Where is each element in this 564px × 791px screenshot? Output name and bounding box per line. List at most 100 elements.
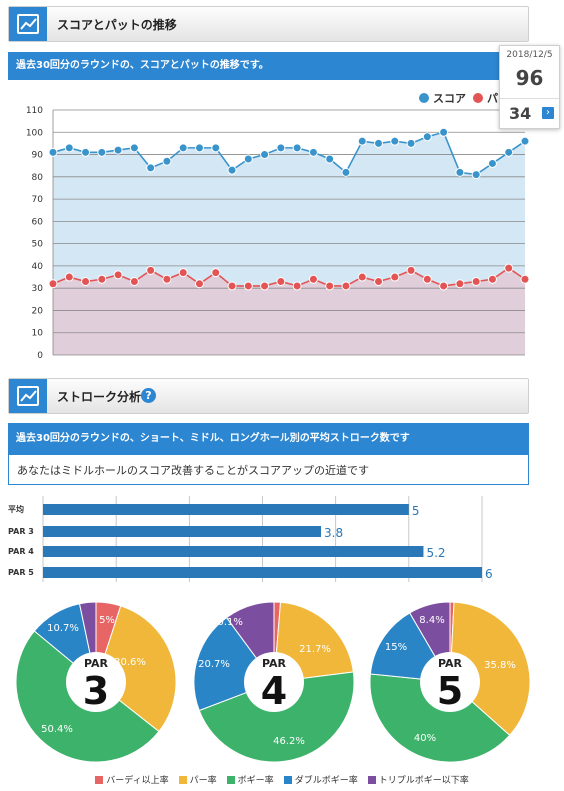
legend-swatch bbox=[226, 776, 235, 784]
pie-center-hole bbox=[66, 652, 126, 712]
score-point bbox=[520, 136, 530, 146]
pie-value-label: 10.1% bbox=[211, 617, 243, 628]
y-tick-label: 60 bbox=[32, 217, 44, 227]
bar-value-label: 6 bbox=[485, 567, 493, 581]
bar bbox=[43, 567, 482, 578]
legend-label: スコア bbox=[433, 92, 466, 105]
score-point bbox=[64, 143, 74, 153]
y-tick-label: 80 bbox=[32, 173, 44, 183]
legend-swatch bbox=[95, 776, 104, 784]
tooltip-score: 96 bbox=[515, 66, 544, 90]
putt-point bbox=[48, 279, 58, 289]
line-chart-icon bbox=[9, 379, 47, 413]
score-point bbox=[292, 143, 302, 153]
stroke-analysis-section-header: ストローク分析 ? bbox=[8, 378, 529, 414]
legend-label: ダブルボギー率 bbox=[294, 776, 358, 786]
pie-value-label: 5% bbox=[99, 615, 115, 626]
score-point bbox=[325, 154, 335, 164]
y-tick-label: 0 bbox=[37, 351, 43, 361]
putt-point bbox=[113, 270, 123, 280]
score-point bbox=[422, 132, 432, 142]
legend-marker bbox=[419, 93, 429, 103]
score-point bbox=[374, 138, 384, 148]
help-icon[interactable]: ? bbox=[141, 388, 156, 403]
pie-center-hole bbox=[244, 652, 304, 712]
score-point bbox=[341, 167, 351, 177]
putt-point bbox=[64, 272, 74, 282]
score-point bbox=[194, 143, 204, 153]
score-point bbox=[113, 145, 123, 155]
pie-legend-item: ダブルボギー率 bbox=[283, 773, 358, 786]
section-title: ストローク分析 bbox=[57, 390, 142, 404]
score-point bbox=[211, 143, 221, 153]
chart-tooltip: 2018/12/5 96 34 › bbox=[499, 45, 560, 129]
putt-point bbox=[520, 274, 530, 284]
pie-slice bbox=[369, 673, 511, 763]
tooltip-next-arrow-icon[interactable]: › bbox=[542, 107, 554, 119]
score-point bbox=[357, 136, 367, 146]
legend-label: ボギー率 bbox=[237, 776, 274, 786]
pie-value-label: 40% bbox=[414, 733, 436, 744]
hole-result-pie-charts: PAR35%30.6%50.4%10.7%PAR421.7%46.2%20.7%… bbox=[15, 601, 531, 763]
bar bbox=[43, 526, 322, 537]
tooltip-date: 2018/12/5 bbox=[506, 50, 553, 60]
putt-point bbox=[260, 281, 270, 291]
putt-point bbox=[276, 277, 286, 286]
pie-center-number: 3 bbox=[83, 669, 109, 713]
score-point bbox=[97, 147, 107, 157]
y-tick-label: 90 bbox=[32, 151, 44, 161]
score-point bbox=[504, 147, 514, 157]
putt-point bbox=[325, 281, 335, 291]
putt-point bbox=[422, 274, 432, 284]
score-point bbox=[146, 163, 156, 173]
score-point bbox=[48, 147, 58, 157]
y-tick-label: 20 bbox=[32, 306, 44, 316]
score-point bbox=[162, 156, 172, 166]
y-tick-label: 40 bbox=[32, 262, 44, 272]
putt-point bbox=[357, 272, 367, 282]
putt-point bbox=[146, 265, 156, 275]
line-chart-icon bbox=[9, 7, 47, 41]
pie-center-hole bbox=[420, 652, 480, 712]
pie-value-label: 10.7% bbox=[47, 623, 79, 634]
pie-center-label: PAR bbox=[84, 657, 109, 670]
y-tick-label: 110 bbox=[26, 106, 43, 116]
pie-center-label: PAR bbox=[262, 657, 287, 670]
pie-center-number: 4 bbox=[261, 669, 287, 713]
pie-value-label: 30.6% bbox=[114, 657, 146, 668]
pie-legend-item: ボギー率 bbox=[226, 773, 274, 786]
putt-point bbox=[439, 281, 449, 291]
pie-value-label: 35.8% bbox=[484, 660, 516, 671]
legend-swatch bbox=[367, 776, 376, 784]
bar-category-label: PAR 5 bbox=[8, 568, 34, 577]
putt-point bbox=[374, 277, 384, 286]
pie-slice bbox=[198, 671, 355, 763]
section-subtitle: 過去30回分のラウンドの、ショート、ミドル、ロングホール別の平均ストローク数です bbox=[8, 423, 529, 455]
advice-text: あなたはミドルホールのスコア改善することがスコアアップの近道です bbox=[8, 455, 529, 485]
score-putt-line-chart: 0102030405060708090100110スコアパット bbox=[26, 92, 530, 361]
bar-value-label: 3.8 bbox=[324, 526, 343, 540]
tooltip-putt: 34 bbox=[509, 104, 532, 123]
putt-point bbox=[81, 277, 91, 286]
legend-swatch bbox=[178, 776, 187, 784]
bar bbox=[43, 546, 424, 557]
legend-label: バーディ以上率 bbox=[106, 776, 169, 786]
pie-legend: バーディ以上率 パー率 ボギー率 ダブルボギー率 トリプルボギー以下率 bbox=[0, 773, 564, 786]
score-point bbox=[243, 154, 253, 164]
y-tick-label: 70 bbox=[32, 195, 44, 205]
pie-value-label: 8.4% bbox=[419, 615, 444, 626]
y-tick-label: 50 bbox=[32, 240, 44, 250]
score-point bbox=[390, 136, 400, 146]
score-point bbox=[276, 143, 286, 153]
putt-area bbox=[53, 268, 525, 355]
bar-category-label: PAR 3 bbox=[8, 527, 34, 536]
legend-label: パー率 bbox=[189, 776, 217, 786]
putt-point bbox=[227, 281, 237, 291]
score-point bbox=[471, 170, 481, 180]
putt-point bbox=[487, 274, 497, 284]
putt-point bbox=[455, 279, 465, 289]
score-point bbox=[129, 143, 139, 153]
bar-value-label: 5 bbox=[412, 504, 420, 518]
section-title: スコアとパットの推移 bbox=[57, 18, 177, 32]
pie-value-label: 46.2% bbox=[273, 736, 305, 747]
